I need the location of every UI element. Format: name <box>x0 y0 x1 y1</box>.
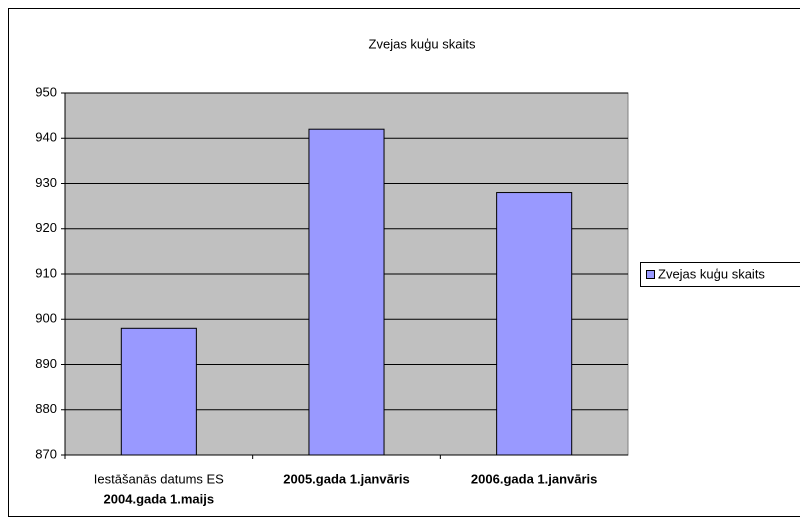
bar <box>308 128 385 456</box>
bar <box>496 192 573 456</box>
legend-box <box>640 262 800 287</box>
y-tick-label: 900 <box>35 311 57 326</box>
x-tick-label: 2005.gada 1.janvāris <box>283 471 409 486</box>
x-tick-label: Iestāšanās datums ES <box>94 471 224 486</box>
legend-label: Zvejas kuģu skaits <box>658 266 765 281</box>
legend-swatch <box>646 270 655 279</box>
x-tick-label: 2004.gada 1.maijs <box>104 491 215 506</box>
y-tick-label: 930 <box>35 175 57 190</box>
y-tick-label: 890 <box>35 356 57 371</box>
y-tick-label: 920 <box>35 220 57 235</box>
y-tick-label: 870 <box>35 446 57 461</box>
y-tick-label: 940 <box>35 130 57 145</box>
bar <box>120 327 197 456</box>
y-tick-label: 880 <box>35 401 57 416</box>
y-tick-label: 910 <box>35 265 57 280</box>
chart-title: Zvejas kuģu skaits <box>369 36 476 51</box>
y-tick-label: 950 <box>35 84 57 99</box>
x-tick-label: 2006.gada 1.janvāris <box>471 471 597 486</box>
